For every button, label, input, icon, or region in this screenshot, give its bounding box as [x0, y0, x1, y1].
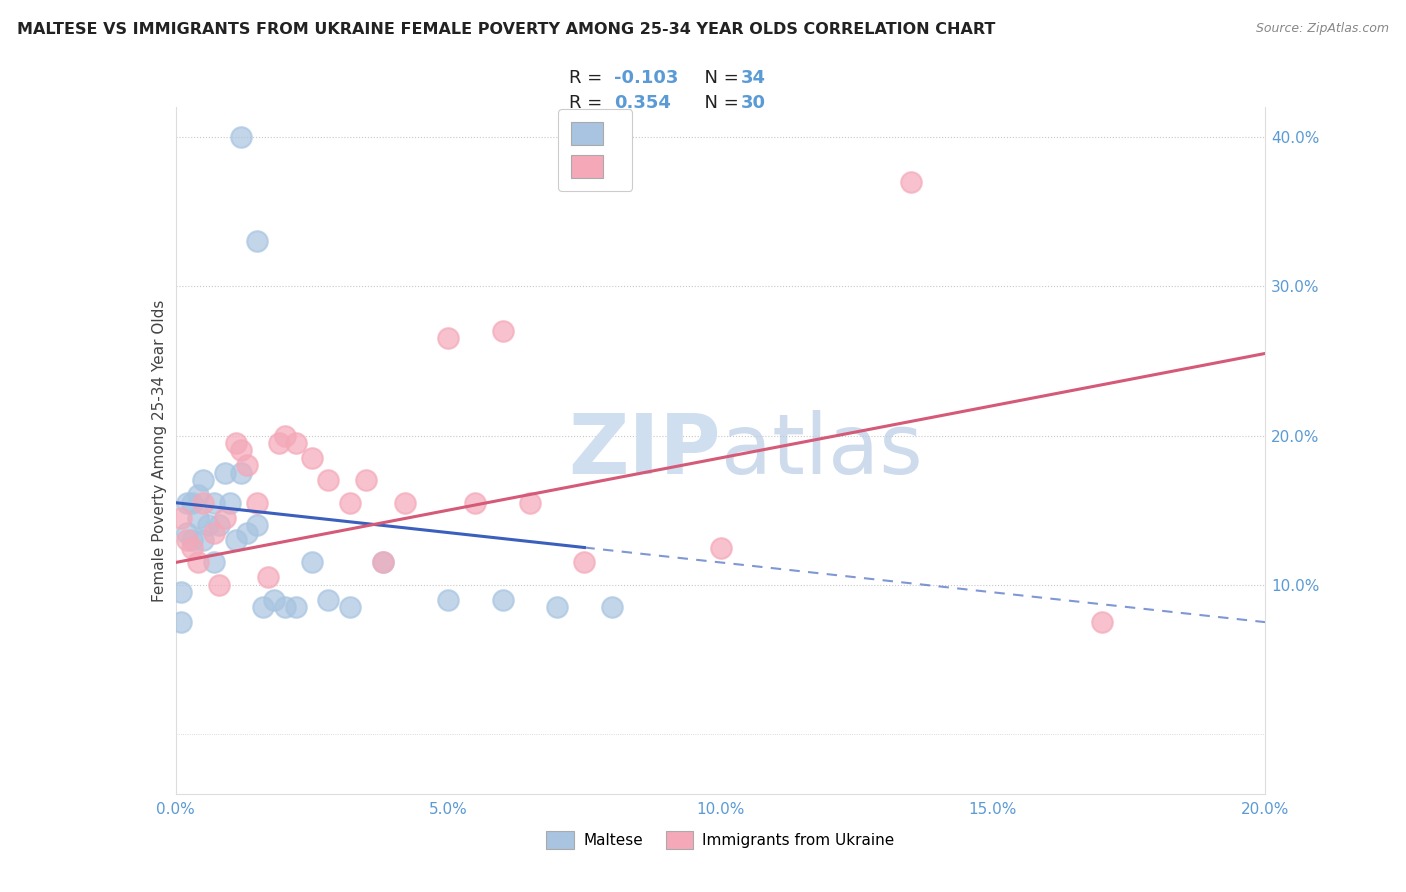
Point [181, 533, 204, 547]
Point [437, 331, 460, 345]
Point [900, 175, 922, 189]
Point [318, 473, 340, 487]
Point [246, 235, 269, 249]
Legend: Maltese, Immigrants from Ukraine: Maltese, Immigrants from Ukraine [540, 825, 901, 855]
Point [710, 541, 733, 555]
Point [202, 525, 225, 540]
Point [371, 556, 394, 570]
Point [252, 600, 274, 615]
Point [214, 510, 236, 524]
Text: Source: ZipAtlas.com: Source: ZipAtlas.com [1256, 22, 1389, 36]
Point [257, 570, 280, 584]
Point [231, 443, 253, 458]
Point [274, 428, 297, 442]
Point [574, 556, 596, 570]
Point [208, 518, 231, 533]
Point [231, 129, 253, 144]
Y-axis label: Female Poverty Among 25-34 Year Olds: Female Poverty Among 25-34 Year Olds [152, 300, 167, 601]
Text: 30: 30 [741, 94, 766, 112]
Point [202, 496, 225, 510]
Point [202, 556, 225, 570]
Point [246, 496, 269, 510]
Point [235, 525, 257, 540]
Point [519, 496, 541, 510]
Point [600, 600, 623, 615]
Point [219, 496, 242, 510]
Text: N =: N = [693, 94, 745, 112]
Point [225, 436, 247, 450]
Point [546, 600, 568, 615]
Point [318, 592, 340, 607]
Text: atlas: atlas [721, 410, 922, 491]
Text: -0.103: -0.103 [614, 69, 679, 87]
Text: ZIP: ZIP [568, 410, 721, 491]
Text: R =: R = [569, 94, 609, 112]
Point [235, 458, 257, 473]
Point [208, 578, 231, 592]
Point [437, 592, 460, 607]
Text: 0.354: 0.354 [614, 94, 671, 112]
Point [492, 592, 515, 607]
Text: 34: 34 [741, 69, 766, 87]
Point [197, 518, 219, 533]
Point [181, 496, 204, 510]
Point [269, 436, 291, 450]
Point [225, 533, 247, 547]
Point [301, 450, 323, 465]
Point [231, 466, 253, 480]
Text: MALTESE VS IMMIGRANTS FROM UKRAINE FEMALE POVERTY AMONG 25-34 YEAR OLDS CORRELAT: MALTESE VS IMMIGRANTS FROM UKRAINE FEMAL… [17, 22, 995, 37]
Point [170, 585, 193, 599]
Point [170, 510, 193, 524]
Point [339, 600, 361, 615]
Point [186, 510, 209, 524]
Point [464, 496, 486, 510]
Point [191, 473, 214, 487]
Point [186, 556, 209, 570]
Point [181, 541, 204, 555]
Point [1091, 615, 1114, 630]
Point [284, 600, 307, 615]
Text: N =: N = [693, 69, 745, 87]
Point [492, 324, 515, 338]
Point [339, 496, 361, 510]
Point [246, 518, 269, 533]
Point [356, 473, 378, 487]
Point [371, 556, 394, 570]
Point [186, 488, 209, 502]
Point [284, 436, 307, 450]
Point [191, 496, 214, 510]
Point [394, 496, 416, 510]
Point [263, 592, 285, 607]
Point [170, 615, 193, 630]
Point [301, 556, 323, 570]
Point [176, 496, 198, 510]
Point [274, 600, 297, 615]
Point [176, 525, 198, 540]
Point [191, 533, 214, 547]
Text: R =: R = [569, 69, 609, 87]
Point [214, 466, 236, 480]
Point [176, 533, 198, 547]
